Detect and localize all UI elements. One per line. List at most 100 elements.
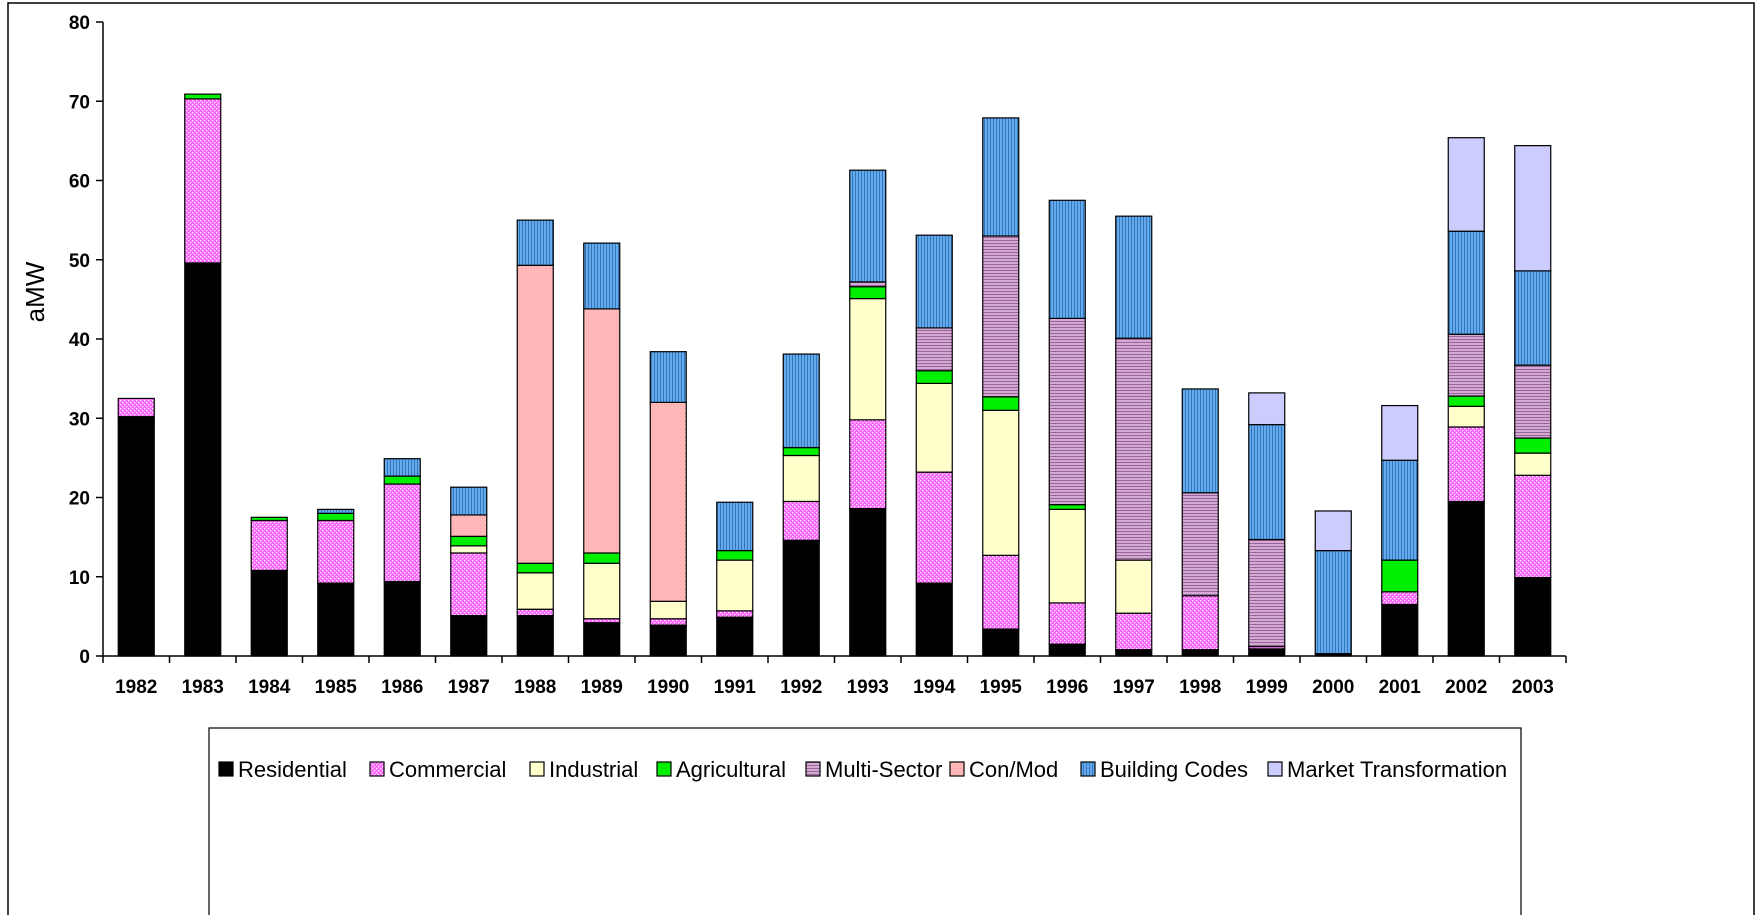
- bar-segment-residential-1989: [583, 622, 621, 657]
- legend-label-commercial: Commercial: [389, 757, 506, 782]
- bar-segment-building-codes-1987: [450, 486, 488, 516]
- bar-segment-agricultural-1986: [383, 475, 421, 485]
- bar-segment-residential-2001: [1381, 603, 1419, 657]
- bar-segment-residential-1994: [915, 582, 953, 657]
- bar-segment-agricultural-1989: [583, 552, 621, 564]
- bar-segment-residential-1982: [117, 416, 155, 657]
- x-tick-label: 2002: [1445, 677, 1487, 698]
- bar-segment-con-mod-1990: [649, 401, 687, 602]
- bar-segment-residential-1992: [782, 539, 820, 657]
- bar-segment-multi-sector-1993: [849, 281, 887, 288]
- x-tick-label: 1996: [1046, 677, 1088, 698]
- bar-segment-building-codes-1994: [915, 234, 953, 329]
- bar-segment-building-codes-1993: [849, 169, 887, 283]
- bar-segment-residential-2002: [1447, 500, 1485, 657]
- chart-frame: [7, 2, 1755, 915]
- bar-segment-multi-sector-1999: [1248, 538, 1286, 648]
- y-tick-label: 20: [69, 489, 90, 510]
- bar-segment-residential-1999: [1248, 648, 1286, 657]
- legend-box: [208, 727, 1522, 915]
- bar-segment-building-codes-1992: [782, 353, 820, 449]
- bar-segment-building-codes-1988: [516, 219, 554, 266]
- bar-segment-building-codes-1991: [716, 501, 754, 552]
- x-tick-label: 1987: [448, 677, 490, 698]
- bar-segment-building-codes-1998: [1181, 388, 1219, 494]
- bar-segment-commercial-2001: [1381, 591, 1419, 606]
- x-tick-label: 1998: [1179, 677, 1221, 698]
- bar-segment-residential-1997: [1115, 649, 1153, 657]
- legend-label-market-transformation: Market Transformation: [1287, 757, 1507, 782]
- bar-segment-market-transformation-2000: [1314, 510, 1352, 552]
- bar-segment-multi-sector-1994: [915, 327, 953, 372]
- bar-segment-agricultural-1993: [849, 286, 887, 300]
- bar-segment-con-mod-1988: [516, 264, 554, 564]
- bar-segment-commercial-1983: [184, 98, 222, 264]
- bar-segment-building-codes-1986: [383, 458, 421, 477]
- bar-segment-residential-1987: [450, 614, 488, 657]
- bar-segment-industrial-1997: [1115, 559, 1153, 614]
- legend-swatch-residential: [218, 761, 234, 777]
- bar-segment-residential-2003: [1514, 576, 1552, 657]
- bar-segment-industrial-1987: [450, 545, 488, 554]
- bar-segment-agricultural-1988: [516, 562, 554, 574]
- bar-segment-industrial-1992: [782, 454, 820, 503]
- bar-segment-commercial-1995: [982, 554, 1020, 630]
- x-tick-label: 1992: [780, 677, 822, 698]
- legend-label-residential: Residential: [238, 757, 347, 782]
- bar-segment-agricultural-1984: [250, 516, 288, 522]
- bar-segment-residential-1991: [716, 616, 754, 657]
- bar-segment-commercial-2002: [1447, 426, 1485, 503]
- bar-segment-residential-1988: [516, 614, 554, 657]
- bar-segment-commercial-1991: [716, 610, 754, 618]
- y-axis-label: aMW: [20, 261, 50, 322]
- x-tick-label: 1984: [248, 677, 291, 698]
- bar-segment-con-mod-1987: [450, 514, 488, 537]
- bar-segment-commercial-1987: [450, 552, 488, 617]
- bar-segment-agricultural-1991: [716, 549, 754, 561]
- x-tick-label: 1994: [913, 677, 956, 698]
- bar-segment-residential-1996: [1048, 643, 1086, 657]
- bar-segment-industrial-1995: [982, 409, 1020, 556]
- bar-segment-building-codes-1997: [1115, 215, 1153, 339]
- bar-segment-multi-sector-1998: [1181, 492, 1219, 597]
- bar-segment-industrial-2003: [1514, 452, 1552, 476]
- y-tick-label: 30: [69, 409, 90, 430]
- x-tick-label: 1999: [1246, 677, 1288, 698]
- bar-segment-building-codes-2003: [1514, 270, 1552, 366]
- y-tick-label: 0: [79, 647, 90, 668]
- bar-segment-residential-1998: [1181, 649, 1219, 657]
- bar-segment-agricultural-1985: [317, 512, 355, 522]
- x-tick-label: 1989: [581, 677, 623, 698]
- bar-segment-industrial-1996: [1048, 508, 1086, 604]
- x-tick-label: 1990: [647, 677, 689, 698]
- bar-segment-industrial-1991: [716, 559, 754, 612]
- bar-segment-multi-sector-2002: [1447, 333, 1485, 397]
- bar-segment-commercial-1996: [1048, 602, 1086, 645]
- bar-segment-commercial-1984: [250, 519, 288, 572]
- y-tick-label: 10: [69, 568, 90, 589]
- bar-segment-residential-1990: [649, 624, 687, 657]
- bar-segment-agricultural-1987: [450, 535, 488, 547]
- legend-swatch-commercial: [369, 761, 385, 777]
- bar-segment-multi-sector-1996: [1048, 317, 1086, 506]
- x-tick-label: 1983: [182, 677, 224, 698]
- x-tick-label: 1997: [1113, 677, 1155, 698]
- bar-segment-residential-1984: [250, 569, 288, 657]
- bar-segment-market-transformation-1999: [1248, 392, 1286, 426]
- bar-segment-building-codes-1996: [1048, 199, 1086, 319]
- legend-label-multi-sector: Multi-Sector: [825, 757, 942, 782]
- x-tick-label: 1982: [115, 677, 157, 698]
- y-tick-label: 80: [69, 13, 90, 34]
- bar-segment-market-transformation-2001: [1381, 404, 1419, 461]
- bar-segment-building-codes-2002: [1447, 230, 1485, 335]
- x-tick-label: 1993: [847, 677, 889, 698]
- bar-segment-market-transformation-2003: [1514, 145, 1552, 272]
- legend: Residential Commercial Industrial Agricultu…: [208, 727, 1522, 915]
- bar-segment-agricultural-1995: [982, 396, 1020, 411]
- x-tick-label: 2000: [1312, 677, 1354, 698]
- bar-segment-commercial-1992: [782, 500, 820, 541]
- legend-swatch-building-codes: [1080, 761, 1096, 777]
- x-tick-label: 2003: [1512, 677, 1554, 698]
- x-tick-label: 1985: [315, 677, 358, 698]
